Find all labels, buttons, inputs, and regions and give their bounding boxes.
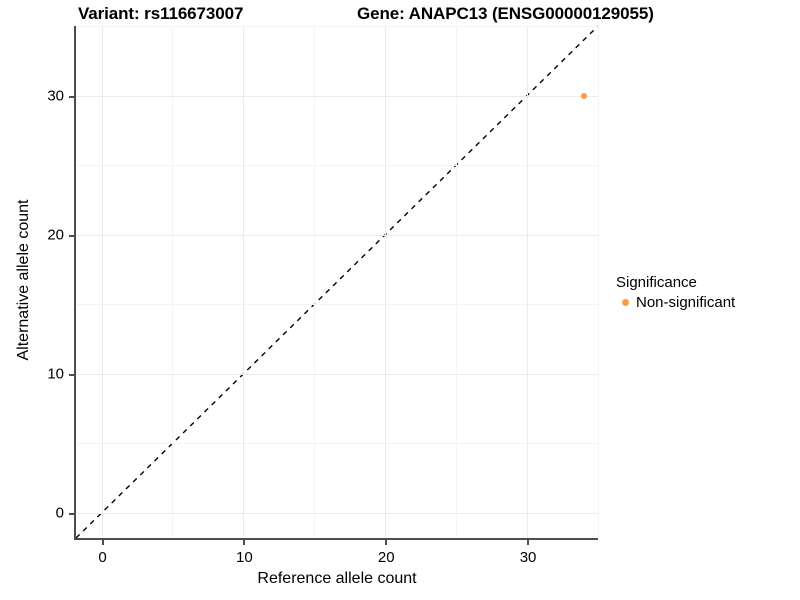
x-axis-tick: [527, 540, 530, 545]
gridline-minor-horizontal: [76, 26, 598, 27]
gridline-minor-vertical: [172, 26, 174, 538]
legend-key-icon: [616, 299, 635, 306]
scatter-point[interactable]: [580, 92, 587, 99]
gridline-minor-horizontal: [76, 304, 598, 306]
x-axis-tick-label: 30: [519, 549, 537, 566]
gridline-major-horizontal: [76, 234, 598, 236]
x-axis-tick-label: 0: [98, 549, 107, 566]
x-axis-tick: [101, 540, 104, 545]
gridline-minor-vertical: [314, 26, 316, 538]
legend-item-label: Non-significant: [636, 294, 736, 311]
y-axis-tick: [69, 512, 74, 515]
gridline-major-vertical: [243, 26, 245, 538]
x-axis-line: [74, 538, 598, 540]
gridline-major-horizontal: [76, 373, 598, 375]
gridline-minor-vertical: [456, 26, 458, 538]
y-axis-tick-label: 0: [55, 504, 64, 522]
variant-title: Variant: rs116673007: [78, 4, 244, 23]
y-axis-label: Alternative allele count: [15, 199, 32, 361]
gridline-major-vertical: [101, 26, 103, 538]
gridline-minor-horizontal: [76, 165, 598, 167]
identity-reference-line: [75, 25, 599, 539]
y-axis-tick: [69, 373, 74, 376]
y-axis-line: [74, 26, 76, 540]
x-axis-label: Reference allele count: [257, 570, 417, 587]
gridline-minor-horizontal: [76, 443, 598, 445]
x-axis-tick: [385, 540, 388, 545]
y-axis-tick-label: 30: [47, 87, 64, 105]
legend-item-non-significant[interactable]: Non-significant: [616, 294, 735, 311]
legend-color-swatch: [622, 299, 629, 306]
legend: Significance Non-significant: [616, 274, 735, 311]
gene-title: Gene: ANAPC13 (ENSG00000129055): [357, 4, 654, 23]
gridline-major-vertical: [385, 26, 387, 538]
gridline-major-horizontal: [76, 512, 598, 514]
y-axis-tick-label: 10: [47, 365, 64, 383]
plot-panel: [75, 25, 599, 539]
y-axis-tick: [69, 95, 74, 98]
y-axis-tick: [69, 234, 74, 237]
x-axis-tick-label: 10: [236, 549, 253, 566]
legend-title: Significance: [616, 274, 697, 291]
gridline-major-vertical: [527, 26, 529, 538]
gridline-major-horizontal: [76, 95, 598, 97]
x-axis-tick: [243, 540, 246, 545]
x-axis-tick-label: 20: [377, 549, 395, 566]
gridline-minor-vertical: [598, 26, 599, 538]
y-axis-tick-label: 20: [47, 226, 64, 244]
